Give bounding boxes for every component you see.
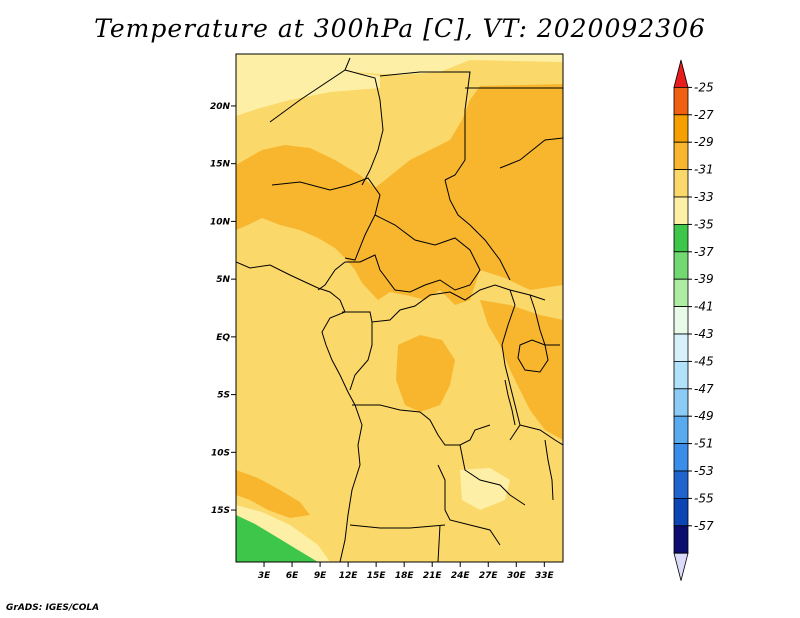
border-sahara: [269, 57, 384, 186]
colorbar-swatch: [673, 169, 689, 198]
field-orange-southwest: [236, 470, 310, 518]
colorbar-label: -41: [694, 300, 714, 314]
colorbar-label: -55: [694, 491, 714, 505]
border-tanzania: [519, 424, 563, 446]
lat-label-5N: 5N: [216, 275, 230, 285]
lon-label-18E: 18E: [395, 571, 415, 581]
coastline-west-africa: [236, 261, 363, 562]
colorbar-swatch: [673, 333, 689, 362]
colorbar-swatch: [673, 114, 689, 143]
colorbar-label: -31: [694, 163, 714, 177]
colorbar-swatch: [673, 251, 689, 280]
lon-label-27E: 27E: [479, 571, 499, 581]
colorbar-swatch: [673, 470, 689, 499]
field-orange-sahel: [236, 84, 563, 305]
colorbar-label: -47: [694, 382, 714, 396]
field-pale-southeast: [460, 468, 510, 510]
border-zambia: [459, 444, 526, 506]
lon-label-21E: 21E: [423, 571, 443, 581]
colorbar-swatch: [673, 278, 689, 308]
lat-label-EQ: EQ: [216, 333, 230, 343]
colorbar-swatch: [673, 196, 689, 225]
lon-label-3E: 3E: [258, 571, 271, 581]
colorbar-swatch: [673, 525, 689, 554]
colorbar-bottom-arrow: [673, 552, 689, 581]
colorbar-label: -27: [694, 108, 714, 122]
lon-label-9E: 9E: [314, 571, 327, 581]
border-chad-sudan: [444, 179, 511, 281]
colorbar-label: -57: [694, 519, 714, 533]
border-horn: [499, 137, 563, 169]
colorbar-label: -43: [694, 327, 714, 341]
latitude-axis: 20N 15N 10N 5N EQ 5S 10S 15S: [210, 102, 236, 516]
colorbar-label: -33: [694, 190, 714, 204]
lon-label-6E: 6E: [286, 571, 299, 581]
colorbar-label: -35: [694, 217, 714, 231]
lat-label-10N: 10N: [210, 217, 231, 227]
colorbar-swatch: [673, 497, 689, 527]
field-pale-north: [236, 54, 563, 98]
lat-label-20N: 20N: [210, 102, 231, 112]
colorbar-swatch: [673, 141, 689, 170]
lon-label-33E: 33E: [535, 571, 555, 581]
colorbar-swatch: [673, 306, 689, 335]
colorbar-top-arrow: [673, 59, 689, 88]
border-drc-east: [501, 289, 521, 441]
grads-credit: GrADS: IGES/COLA: [6, 603, 100, 613]
colorbar-label: -39: [694, 272, 714, 286]
longitude-axis: 3E 6E 9E 12E 15E 18E 21E 24E 27E 30E 33E: [258, 562, 555, 581]
colorbar-swatch: [673, 388, 689, 417]
lon-label-12E: 12E: [339, 571, 359, 581]
border-uganda-kenya: [529, 294, 560, 346]
colorbar-swatch: [673, 415, 689, 445]
colorbar-label: -51: [694, 437, 714, 451]
colorbar-swatch: [673, 87, 689, 116]
lat-label-15N: 15N: [210, 160, 231, 170]
colorbar-label: -49: [694, 409, 714, 423]
border-cameroon: [317, 261, 346, 291]
colorbar-label: -29: [694, 135, 714, 149]
border-central-africa: [342, 284, 546, 323]
colorbar-label: -37: [694, 245, 714, 259]
map-frame: [235, 53, 564, 563]
border-namibia: [349, 524, 446, 562]
colorbar-label: -53: [694, 464, 714, 478]
lat-label-5S: 5S: [217, 391, 230, 401]
temperature-field: [236, 54, 563, 562]
border-chad-car: [345, 214, 481, 293]
border-angola-zambia: [437, 464, 501, 546]
field-orange-central: [396, 335, 455, 412]
field-green-southwest: [236, 515, 318, 562]
colorbar-swatch: [673, 443, 689, 472]
lake-victoria: [517, 339, 549, 373]
border-angola-drc: [352, 404, 491, 446]
field-orange-east: [480, 300, 563, 440]
lon-label-15E: 15E: [367, 571, 387, 581]
lake-tanganyika: [504, 379, 516, 426]
colorbar-swatch: [673, 360, 689, 390]
chart-title: Temperature at 300hPa [C], VT: 202009230…: [94, 14, 706, 43]
field-pale-west: [236, 72, 380, 116]
colorbar-label: -45: [694, 354, 714, 368]
border-congo-drc: [349, 322, 373, 391]
colorbar: -25 -27 -29 -31 -33 -35 -37 -39 -41 -43 -45 -47 -49 -…: [673, 59, 714, 581]
border-niger-nigeria: [271, 177, 381, 261]
lon-label-24E: 24E: [451, 571, 471, 581]
country-borders: [236, 57, 563, 562]
colorbar-swatch: [673, 223, 689, 253]
colorbar-label: -25: [694, 80, 714, 94]
lake-malawi: [544, 439, 554, 501]
lon-label-30E: 30E: [507, 571, 527, 581]
lat-label-15S: 15S: [211, 506, 230, 516]
lat-label-10S: 10S: [211, 448, 230, 458]
border-libya-chad: [379, 71, 471, 181]
